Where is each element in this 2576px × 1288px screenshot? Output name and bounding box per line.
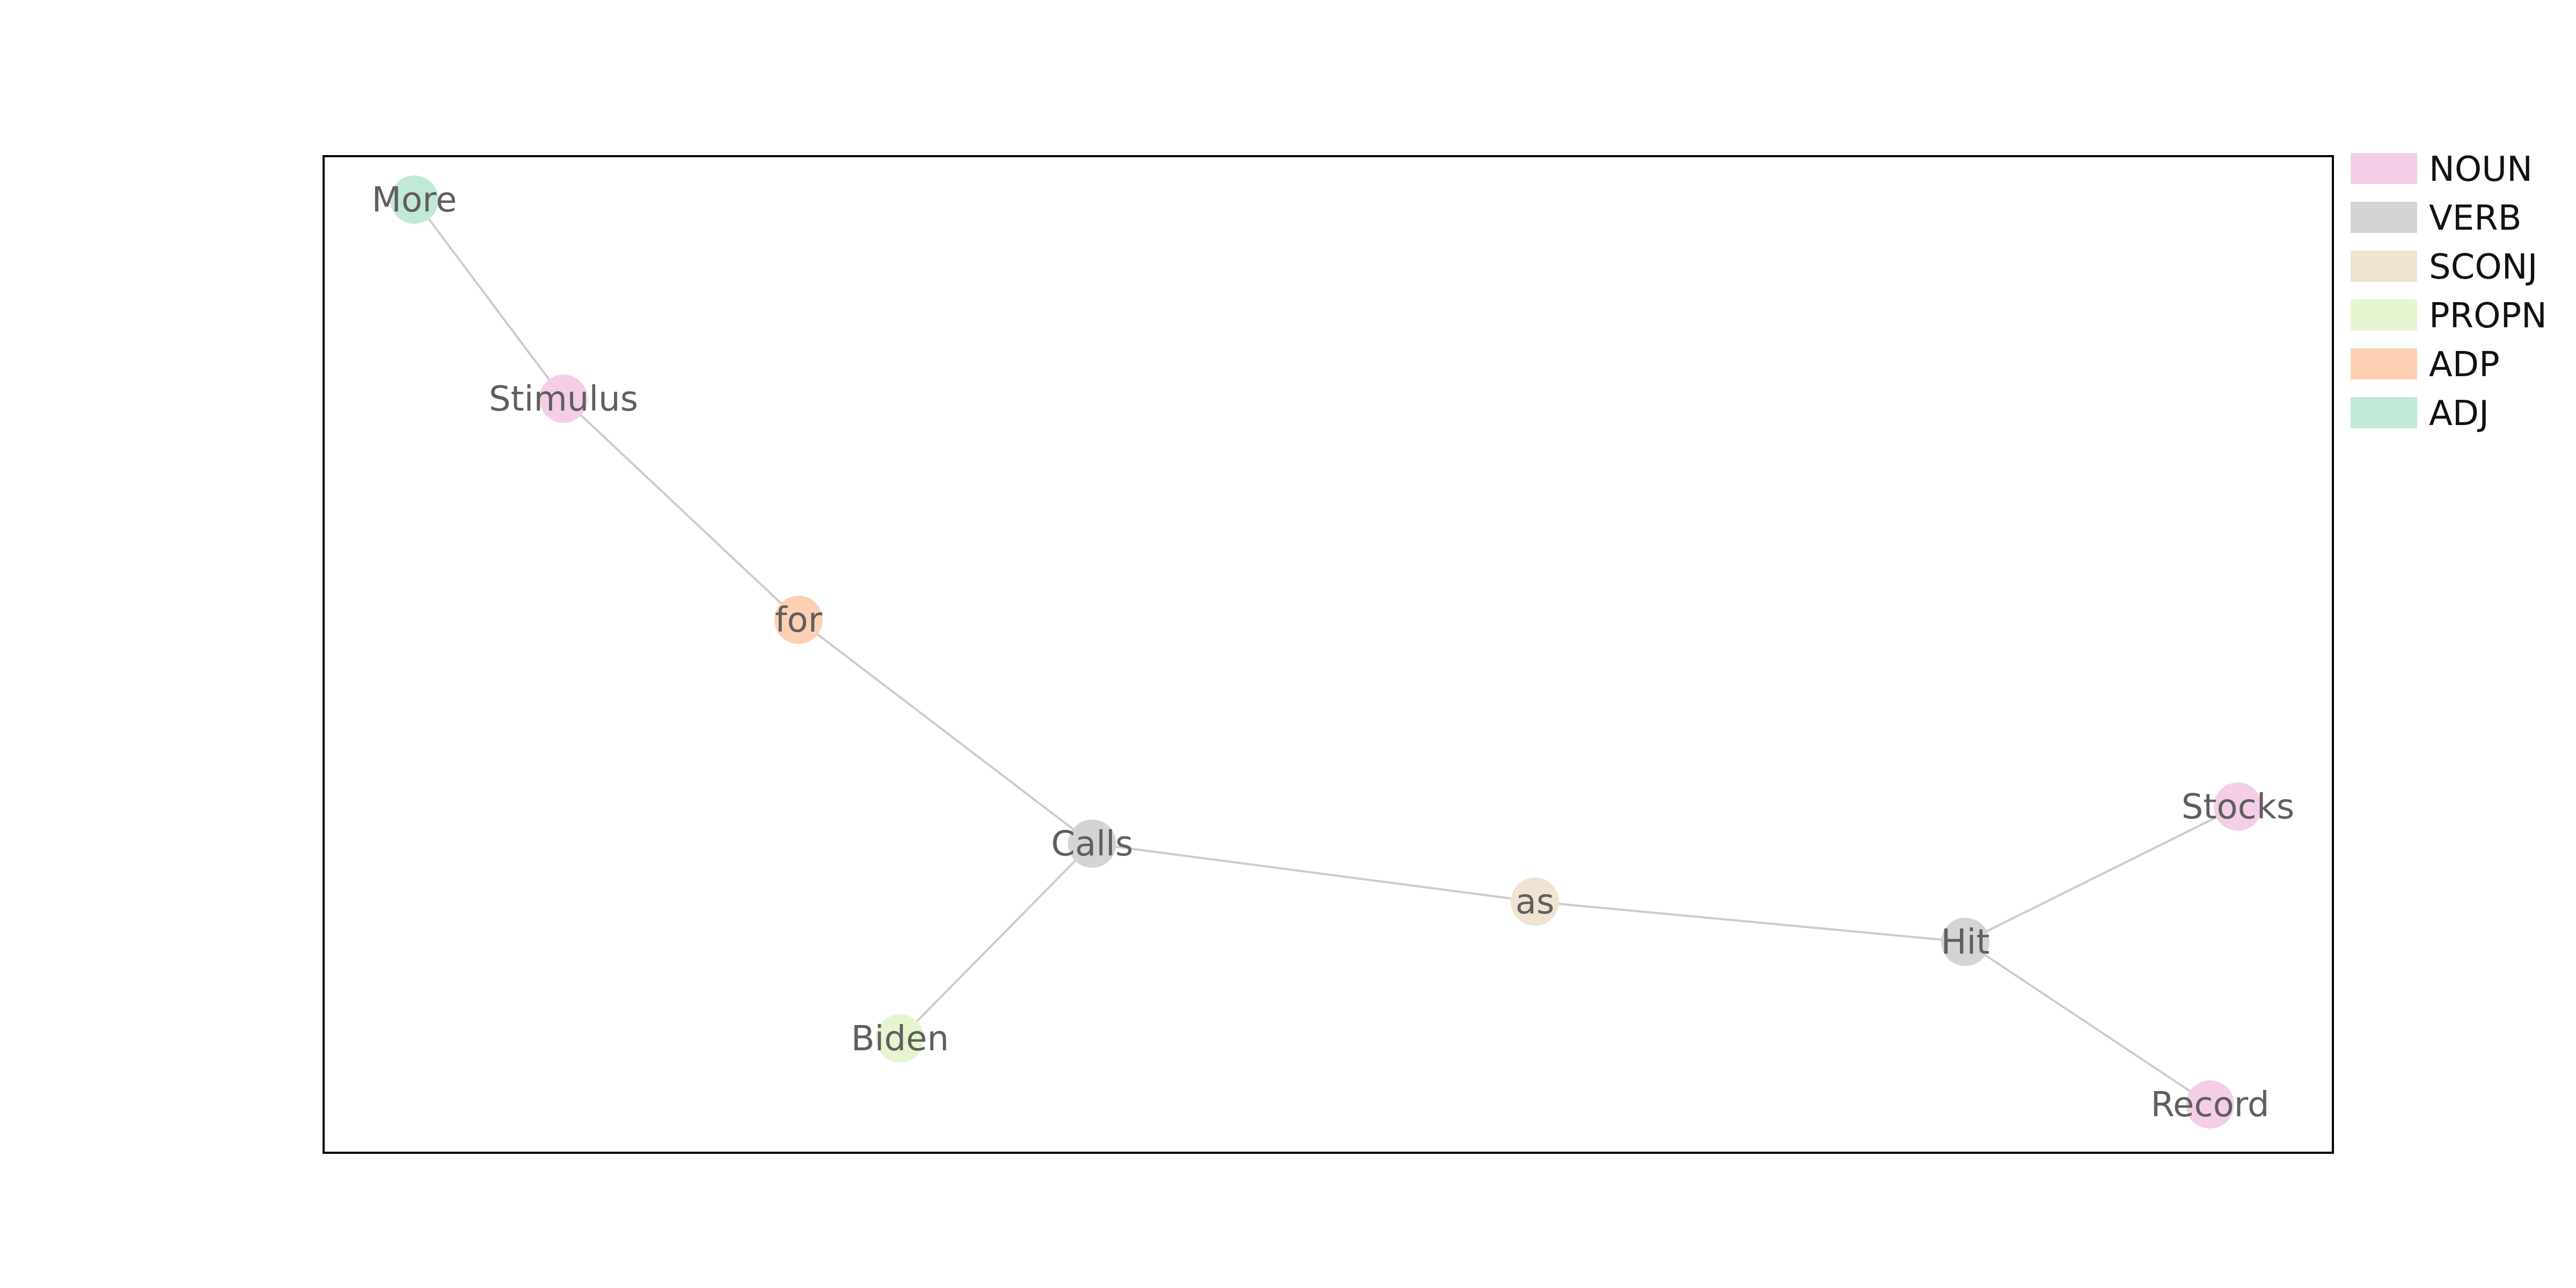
legend-label-sconj: SCONJ [2429,247,2537,287]
legend-label-adj: ADJ [2429,394,2489,434]
legend-label-verb: VERB [2429,199,2522,238]
edge-stimulus-for [562,398,800,621]
edge-hit-record [1964,941,2211,1106]
plot-frame [323,155,2334,1154]
node-calls [1068,819,1116,868]
labels-layer: More Stimulus for Calls Biden as Hit Stocks Reco… [372,180,2295,1125]
node-label-hit: Hit [1941,923,1990,962]
node-label-stocks: Stocks [2182,787,2294,827]
legend: NOUN VERB SCONJ PROPN ADP ADJ [2351,150,2547,434]
legend-swatch-verb [2351,202,2417,233]
legend-label-noun: NOUN [2429,150,2533,189]
nodes-layer [390,175,2262,1129]
edge-for-calls [797,619,1093,845]
edge-hit-stocks [1965,806,2238,943]
node-label-record: Record [2150,1085,2269,1125]
node-more [390,175,438,224]
legend-swatch-sconj [2351,251,2417,282]
node-for [774,596,823,644]
node-label-biden: Biden [851,1019,949,1059]
legend-label-propn: PROPN [2429,296,2547,336]
legend-swatch-propn [2351,299,2417,331]
edges-layer [413,199,2238,1106]
legend-swatch-adp [2351,348,2417,379]
node-hit [1941,918,1989,966]
node-stocks [2214,782,2262,831]
legend-swatch-noun [2351,153,2417,184]
legend-label-adp: ADP [2429,345,2500,385]
legend-swatch-adj [2351,397,2417,428]
node-record [2186,1080,2234,1129]
node-label-stimulus: Stimulus [489,379,638,419]
edge-as-hit [1534,901,1966,943]
node-as [1511,877,1559,926]
node-label-more: More [372,180,457,220]
edge-calls-biden [899,843,1093,1040]
node-label-calls: Calls [1051,824,1133,864]
node-stimulus [539,375,588,423]
edge-calls-as [1092,843,1535,903]
node-label-as: as [1516,882,1555,922]
node-biden [876,1014,924,1063]
edge-more-stimulus [413,199,565,400]
node-label-for: for [775,601,823,640]
